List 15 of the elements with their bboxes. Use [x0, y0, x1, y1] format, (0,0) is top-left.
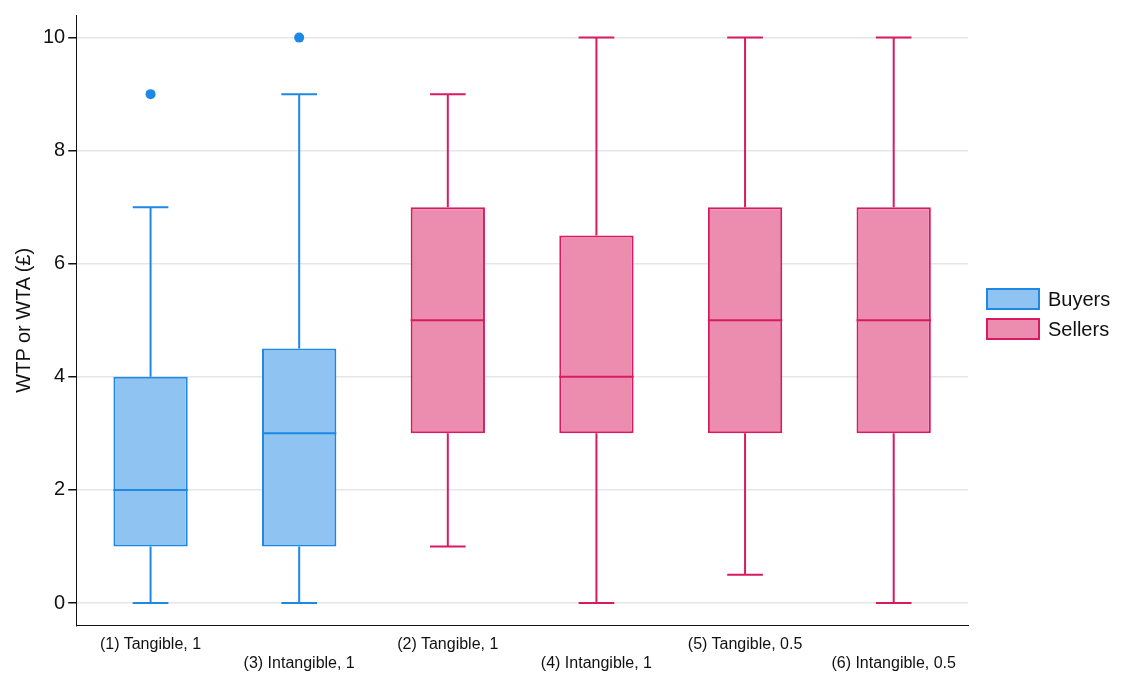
legend-label: Sellers	[1048, 317, 1110, 341]
x-tick-label: (5) Tangible, 0.5	[687, 634, 803, 652]
y-tick-label: 10	[43, 25, 66, 48]
y-tick-label: 8	[54, 138, 66, 161]
y-axis-title: WTP or WTA (£)	[11, 247, 34, 393]
x-tick-label: (1) Tangible, 1	[100, 634, 202, 652]
y-tick-label: 4	[54, 364, 66, 387]
x-tick-label: (2) Tangible, 1	[397, 634, 499, 652]
y-tick-label: 2	[54, 477, 66, 500]
y-tick-label: 0	[54, 590, 66, 613]
x-tick-label: (3) Intangible, 1	[243, 653, 355, 671]
x-tick-label: (4) Intangible, 1	[540, 653, 653, 671]
legend-label: Buyers	[1048, 287, 1111, 311]
x-tick-label: (6) Intangible, 0.5	[831, 653, 957, 671]
y-tick-label: 6	[54, 251, 66, 274]
